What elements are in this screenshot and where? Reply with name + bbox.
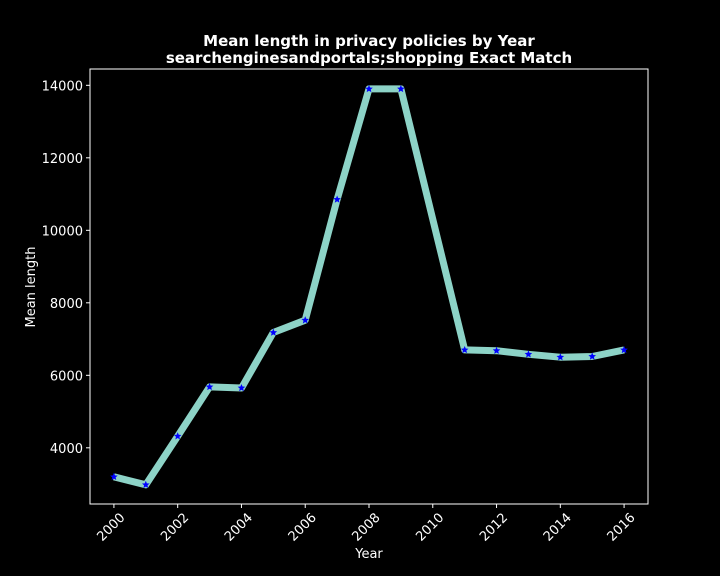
data-point-star — [205, 382, 214, 391]
y-tick-label: 4000 — [50, 442, 83, 457]
data-point-star — [524, 350, 533, 358]
data-point-star — [301, 316, 310, 324]
data-point-star — [173, 432, 182, 440]
data-point-star — [269, 328, 278, 336]
y-axis-ticks: 4000 6000 8000 10000 12000 14000 — [42, 79, 90, 457]
data-point-star — [588, 352, 596, 360]
y-axis-label: Mean length — [24, 247, 39, 328]
data-point-star — [237, 384, 246, 392]
data-point-star — [142, 480, 150, 489]
y-tick-label: 8000 — [50, 297, 83, 312]
y-tick-label: 14000 — [42, 79, 83, 94]
data-point-star — [460, 345, 469, 354]
data-point-star — [556, 353, 565, 361]
y-tick-label: 10000 — [42, 224, 83, 239]
chart-title: Mean length in privacy policies by Year — [203, 32, 535, 50]
chart-subtitle: searchenginesandportals;shopping Exact M… — [166, 49, 572, 67]
y-tick-label: 6000 — [50, 369, 83, 384]
data-point-star — [492, 346, 501, 354]
x-axis-label: Year — [354, 547, 383, 562]
data-point-star — [110, 472, 118, 481]
data-point-star — [397, 84, 405, 93]
data-series — [110, 84, 628, 489]
data-point-star — [333, 195, 341, 203]
y-tick-label: 12000 — [42, 152, 83, 167]
data-point-star — [620, 345, 628, 354]
data-point-star — [365, 84, 373, 93]
series-line — [113, 85, 625, 489]
